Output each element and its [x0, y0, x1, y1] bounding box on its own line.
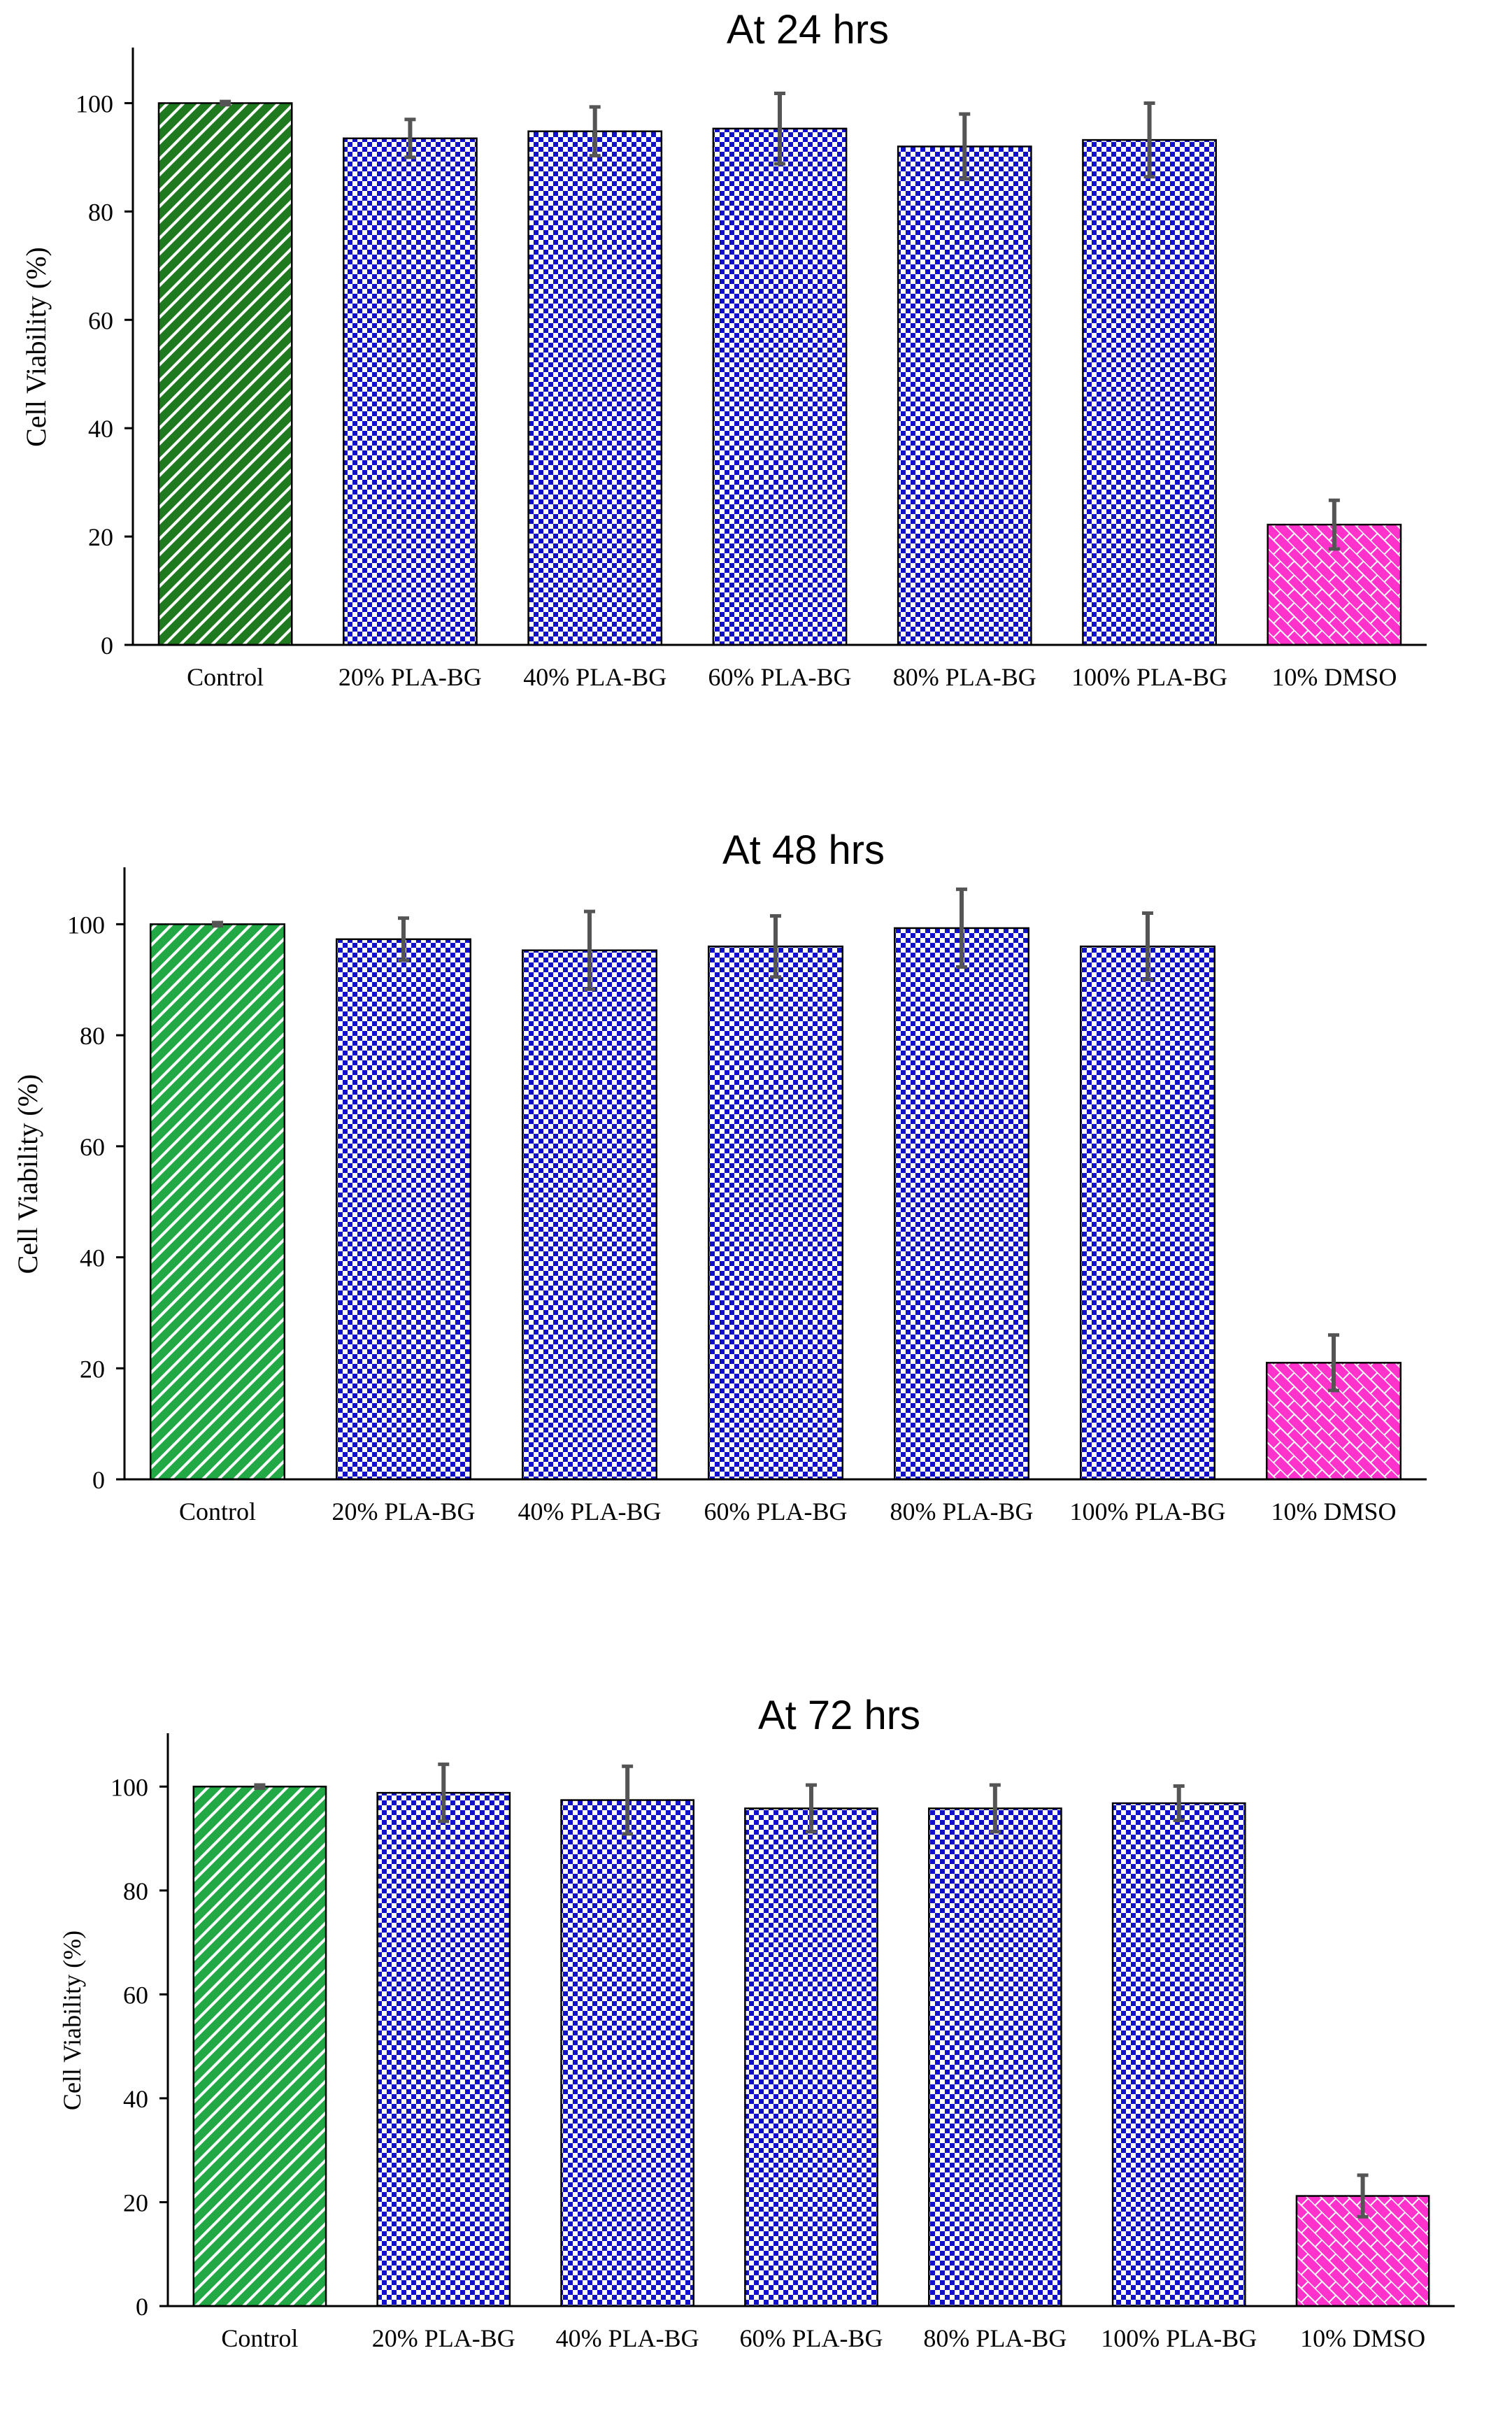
x-tick-label: 10% DMSO [1271, 1498, 1396, 1525]
y-tick-label: 20 [88, 523, 113, 551]
x-tick-label: 10% DMSO [1300, 2324, 1425, 2352]
error-bar-100pct-pla-bg [1143, 101, 1155, 179]
y-tick-label: 60 [80, 1133, 105, 1161]
x-tick-label: 40% PLA-BG [518, 1498, 662, 1525]
y-tick-label: 20 [80, 1355, 105, 1383]
bar-80pct-pla-bg [897, 145, 1032, 646]
error-bar-40pct-pla-bg [622, 1764, 634, 1836]
bar-20pct-pla-bg [376, 1791, 511, 2307]
y-tick-label: 40 [123, 2085, 148, 2113]
x-tick-label: 20% PLA-BG [332, 1498, 476, 1525]
y-tick-label: 80 [88, 198, 113, 226]
bar-60pct-pla-bg [744, 1807, 878, 2307]
bar-100pct-pla-bg [1082, 138, 1217, 646]
x-tick-label: Control [187, 663, 264, 691]
x-tick-label: 40% PLA-BG [523, 663, 666, 691]
error-bar-10pct-dmso [1357, 2173, 1369, 2219]
error-bar-20pct-pla-bg [438, 1762, 450, 1823]
bar-40pct-pla-bg [527, 130, 663, 646]
chart-72-hrs: At 72 hrs Cell Viability (%) Control 20% PL… [0, 1693, 1512, 2411]
y-tick-label: 100 [67, 911, 105, 939]
error-bar-60pct-pla-bg [770, 913, 781, 979]
error-bar-60pct-pla-bg [806, 1783, 817, 1834]
chart-72-hrs-svg: At 72 hrs Cell Viability (%) Control 20% PL… [58, 1693, 1455, 2352]
error-bar-control [220, 99, 231, 107]
y-tick-label: 20 [123, 2189, 148, 2217]
x-tick-label: 100% PLA-BG [1071, 663, 1227, 691]
error-bar-80pct-pla-bg [956, 887, 967, 969]
error-bar-20pct-pla-bg [404, 118, 416, 159]
error-bar-40pct-pla-bg [589, 105, 601, 158]
x-tick-label: Control [221, 2324, 298, 2352]
chart-title: At 72 hrs [758, 1693, 920, 1738]
bar-80pct-pla-bg [893, 927, 1030, 1481]
chart-24-hrs-svg: At 24 hrs Cell Viability (%) Control 20% PL… [20, 7, 1427, 691]
y-tick-label: 40 [88, 415, 113, 443]
bar-80pct-pla-bg [927, 1807, 1062, 2307]
x-tick-label: 80% PLA-BG [893, 663, 1036, 691]
error-bar-20pct-pla-bg [398, 916, 409, 962]
error-bar-80pct-pla-bg [959, 112, 971, 181]
y-axis-label: Cell Viability (%) [20, 247, 52, 447]
error-bar-control [212, 920, 223, 928]
y-tick-label: 0 [92, 1466, 105, 1494]
bar-60pct-pla-bg [707, 945, 844, 1481]
chart-title: At 48 hrs [722, 827, 885, 873]
y-tick-label: 0 [101, 632, 113, 660]
bar-control [157, 102, 293, 646]
x-tick-label: 20% PLA-BG [372, 2324, 515, 2352]
chart-title: At 24 hrs [727, 7, 889, 52]
error-bar-80pct-pla-bg [989, 1783, 1001, 1834]
bar-60pct-pla-bg [712, 127, 848, 646]
y-tick-label: 0 [136, 2293, 148, 2321]
x-tick-label: 60% PLA-BG [708, 663, 852, 691]
x-tick-label: Control [179, 1498, 256, 1525]
bar-control [149, 923, 286, 1481]
bar-100pct-pla-bg [1079, 945, 1216, 1481]
x-tick-label: 60% PLA-BG [740, 2324, 883, 2352]
x-tick-label: 60% PLA-BG [704, 1498, 848, 1525]
x-tick-label: 80% PLA-BG [890, 1498, 1034, 1525]
x-tick-label: 10% DMSO [1271, 663, 1397, 691]
x-tick-label: 80% PLA-BG [923, 2324, 1067, 2352]
chart-48-hrs: At 48 hrs Cell Viability (%) Control 20% PL… [0, 825, 1512, 1581]
x-tick-label: 20% PLA-BG [338, 663, 482, 691]
bar-100pct-pla-bg [1111, 1802, 1246, 2307]
y-axis-label: Cell Viability (%) [12, 1074, 43, 1274]
error-bar-10pct-dmso [1328, 1333, 1339, 1393]
bar-20pct-pla-bg [335, 938, 472, 1481]
y-tick-label: 80 [123, 1877, 148, 1905]
y-tick-label: 60 [88, 306, 113, 334]
error-bar-10pct-dmso [1328, 498, 1340, 551]
bar-20pct-pla-bg [343, 137, 478, 646]
error-bar-100pct-pla-bg [1142, 911, 1153, 982]
x-tick-label: 100% PLA-BG [1070, 1498, 1226, 1525]
chart-24-hrs: At 24 hrs Cell Viability (%) Control 20% PL… [0, 0, 1512, 755]
y-tick-label: 100 [76, 90, 113, 118]
y-tick-label: 80 [80, 1022, 105, 1050]
y-tick-label: 60 [123, 1981, 148, 2009]
chart-48-hrs-svg: At 48 hrs Cell Viability (%) Control 20% PL… [12, 827, 1427, 1525]
y-tick-label: 40 [80, 1244, 105, 1272]
x-tick-label: 100% PLA-BG [1101, 2324, 1257, 2352]
error-bar-100pct-pla-bg [1173, 1784, 1185, 1823]
y-tick-label: 100 [110, 1773, 148, 1801]
error-bar-control [254, 1783, 266, 1791]
error-bar-40pct-pla-bg [584, 909, 595, 991]
bar-40pct-pla-bg [521, 949, 658, 1481]
bar-40pct-pla-bg [560, 1799, 695, 2307]
y-axis-label: Cell Viability (%) [58, 1930, 86, 2110]
x-tick-label: 40% PLA-BG [556, 2324, 699, 2352]
bar-control [192, 1786, 327, 2307]
error-bar-60pct-pla-bg [774, 92, 785, 166]
